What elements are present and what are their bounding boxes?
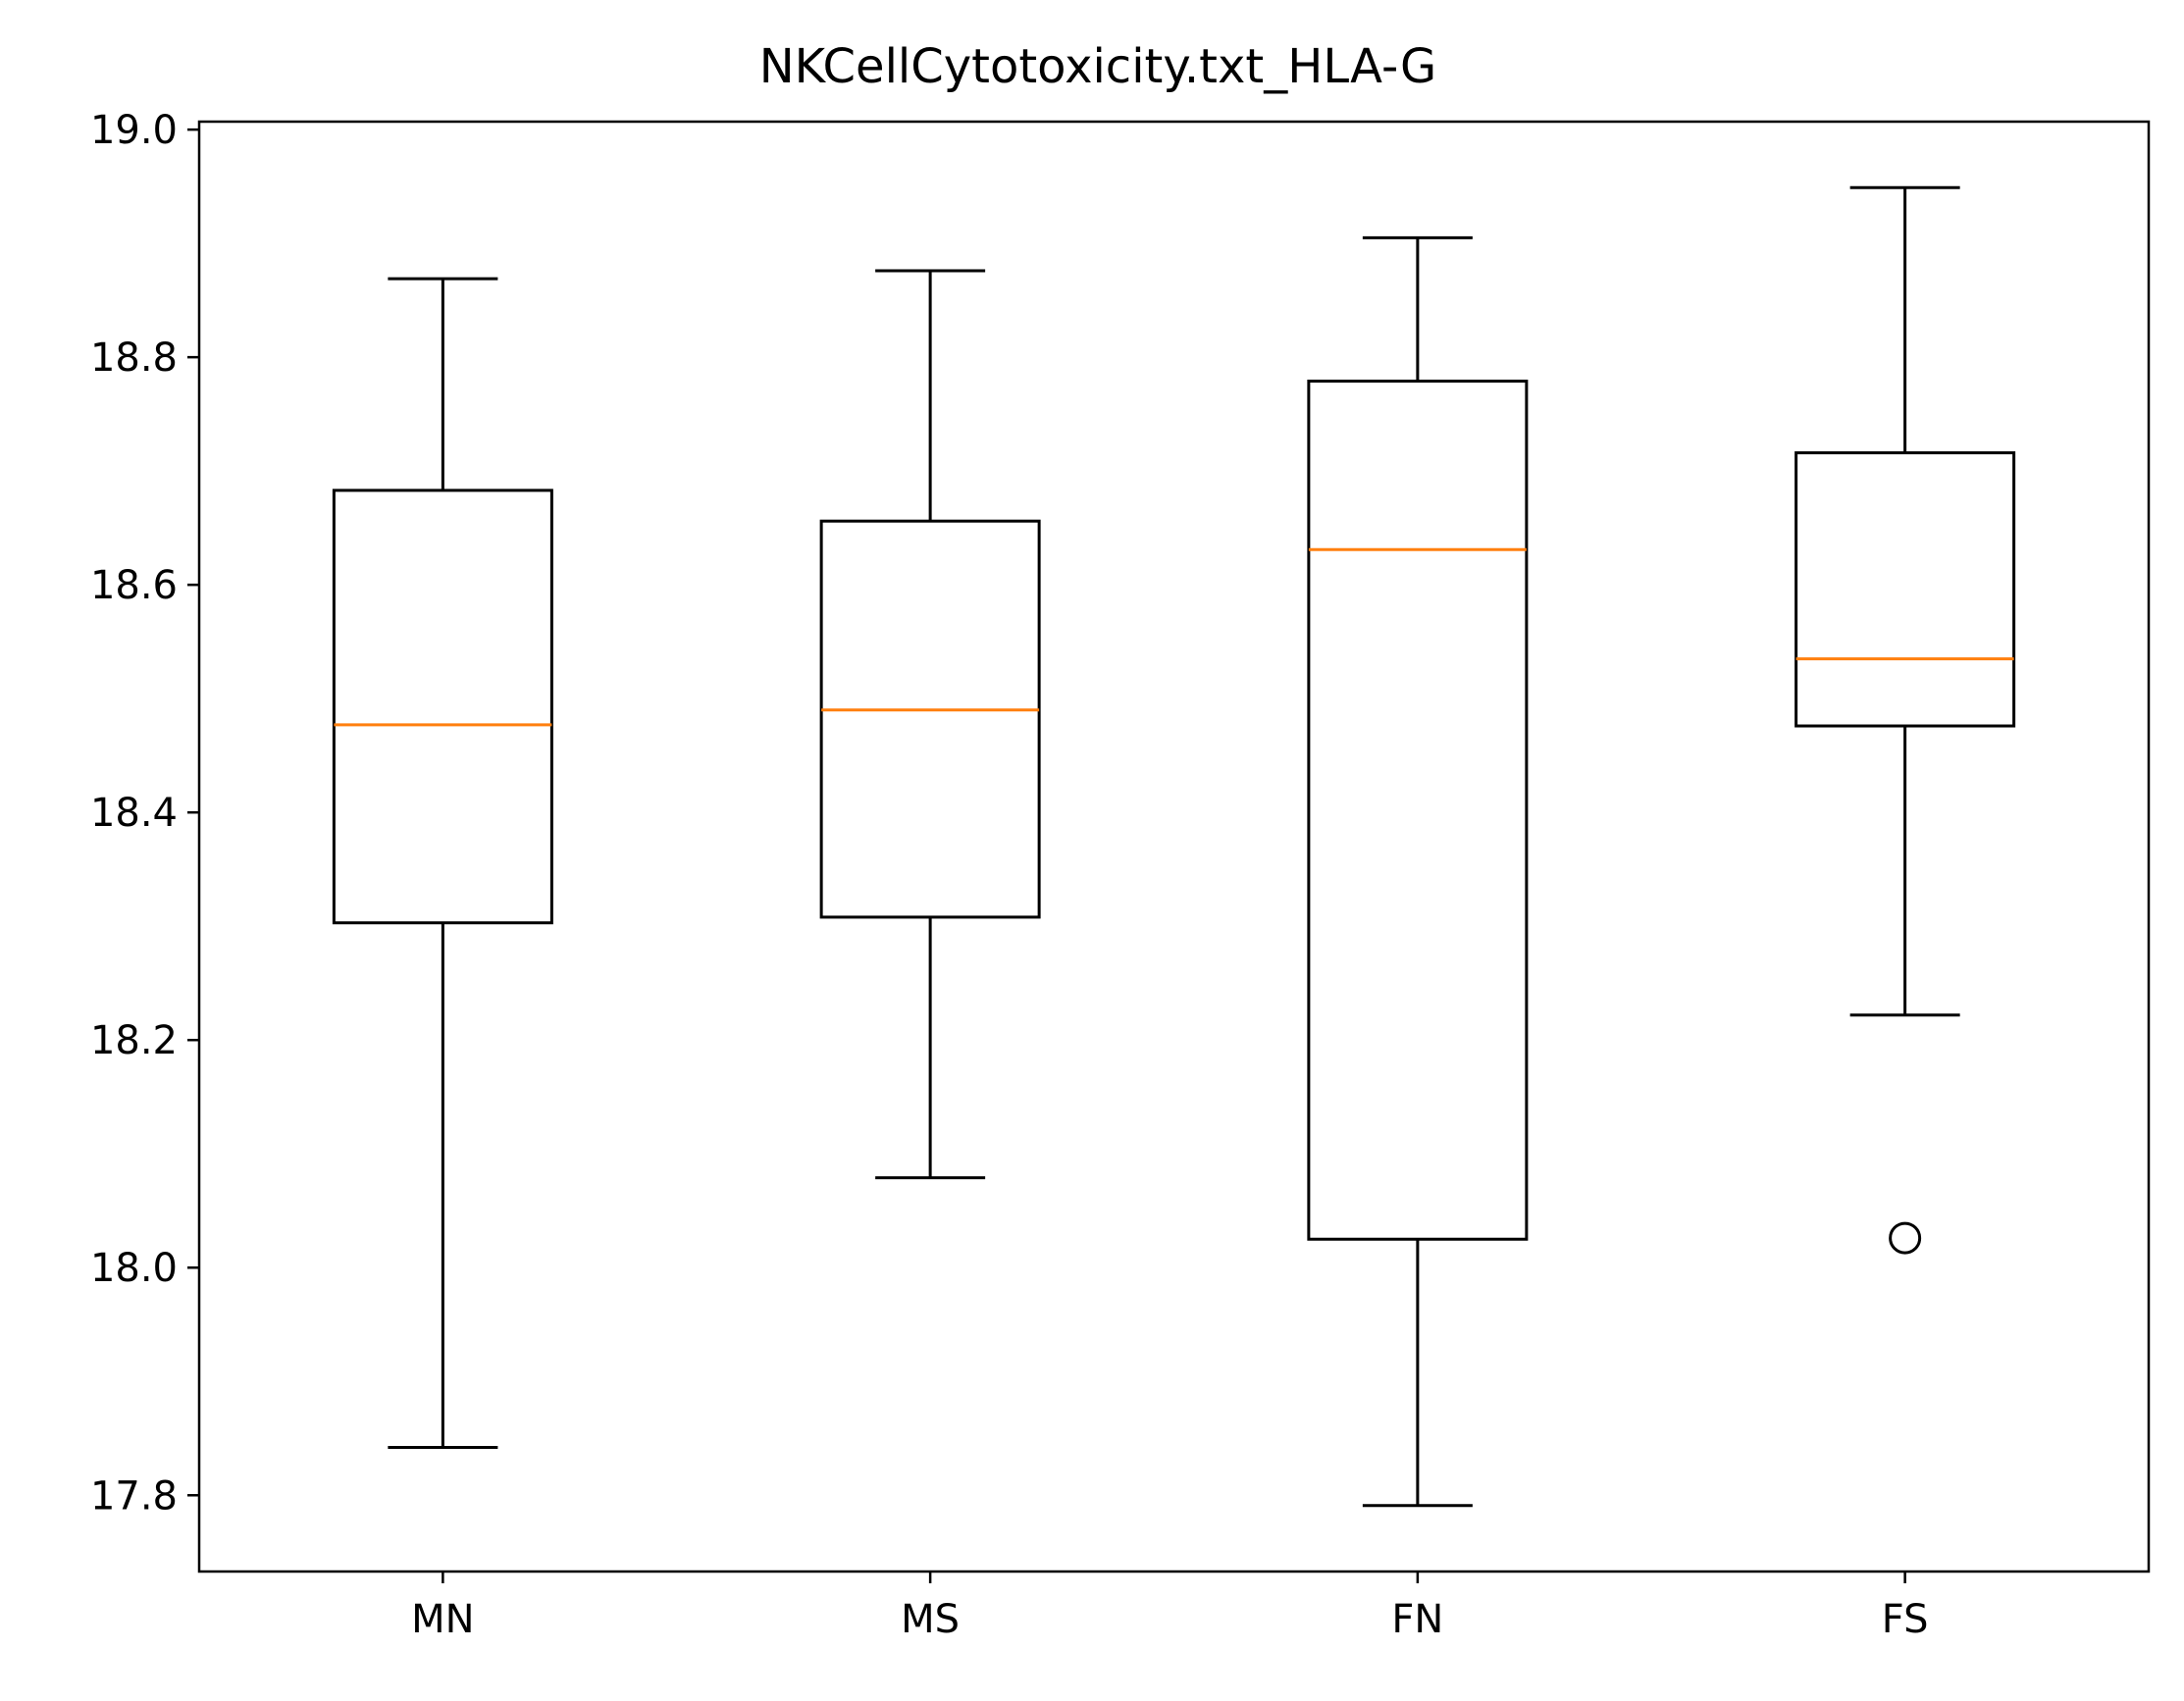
iqr-box: [332, 489, 553, 925]
x-tick-label: FS: [1882, 1597, 1929, 1642]
y-tick-label: 18.6: [90, 563, 178, 608]
x-tick-label: FN: [1391, 1597, 1443, 1642]
y-tick-label: 18.8: [90, 335, 178, 381]
chart-title: NKCellCytotoxicity.txt_HLA-G: [759, 39, 1436, 94]
iqr-box: [819, 519, 1041, 919]
iqr-box: [1307, 380, 1529, 1241]
iqr-box: [1794, 451, 2016, 728]
plot-area: 17.8 18.0 18.2 18.4 18.6 18.8 19.0 MN MS FN FS: [90, 108, 2016, 1642]
axes-frame: [197, 120, 2151, 1573]
x-tick-label: MN: [411, 1597, 474, 1642]
y-tick-label: 18.2: [90, 1018, 178, 1063]
y-tick-label: 18.0: [90, 1246, 178, 1291]
y-tick-label: 17.8: [90, 1473, 178, 1519]
outlier-point: [1889, 1221, 1922, 1255]
y-tick-label: 19.0: [90, 108, 178, 153]
x-tick-label: MS: [901, 1597, 960, 1642]
y-tick-label: 18.4: [90, 791, 178, 836]
